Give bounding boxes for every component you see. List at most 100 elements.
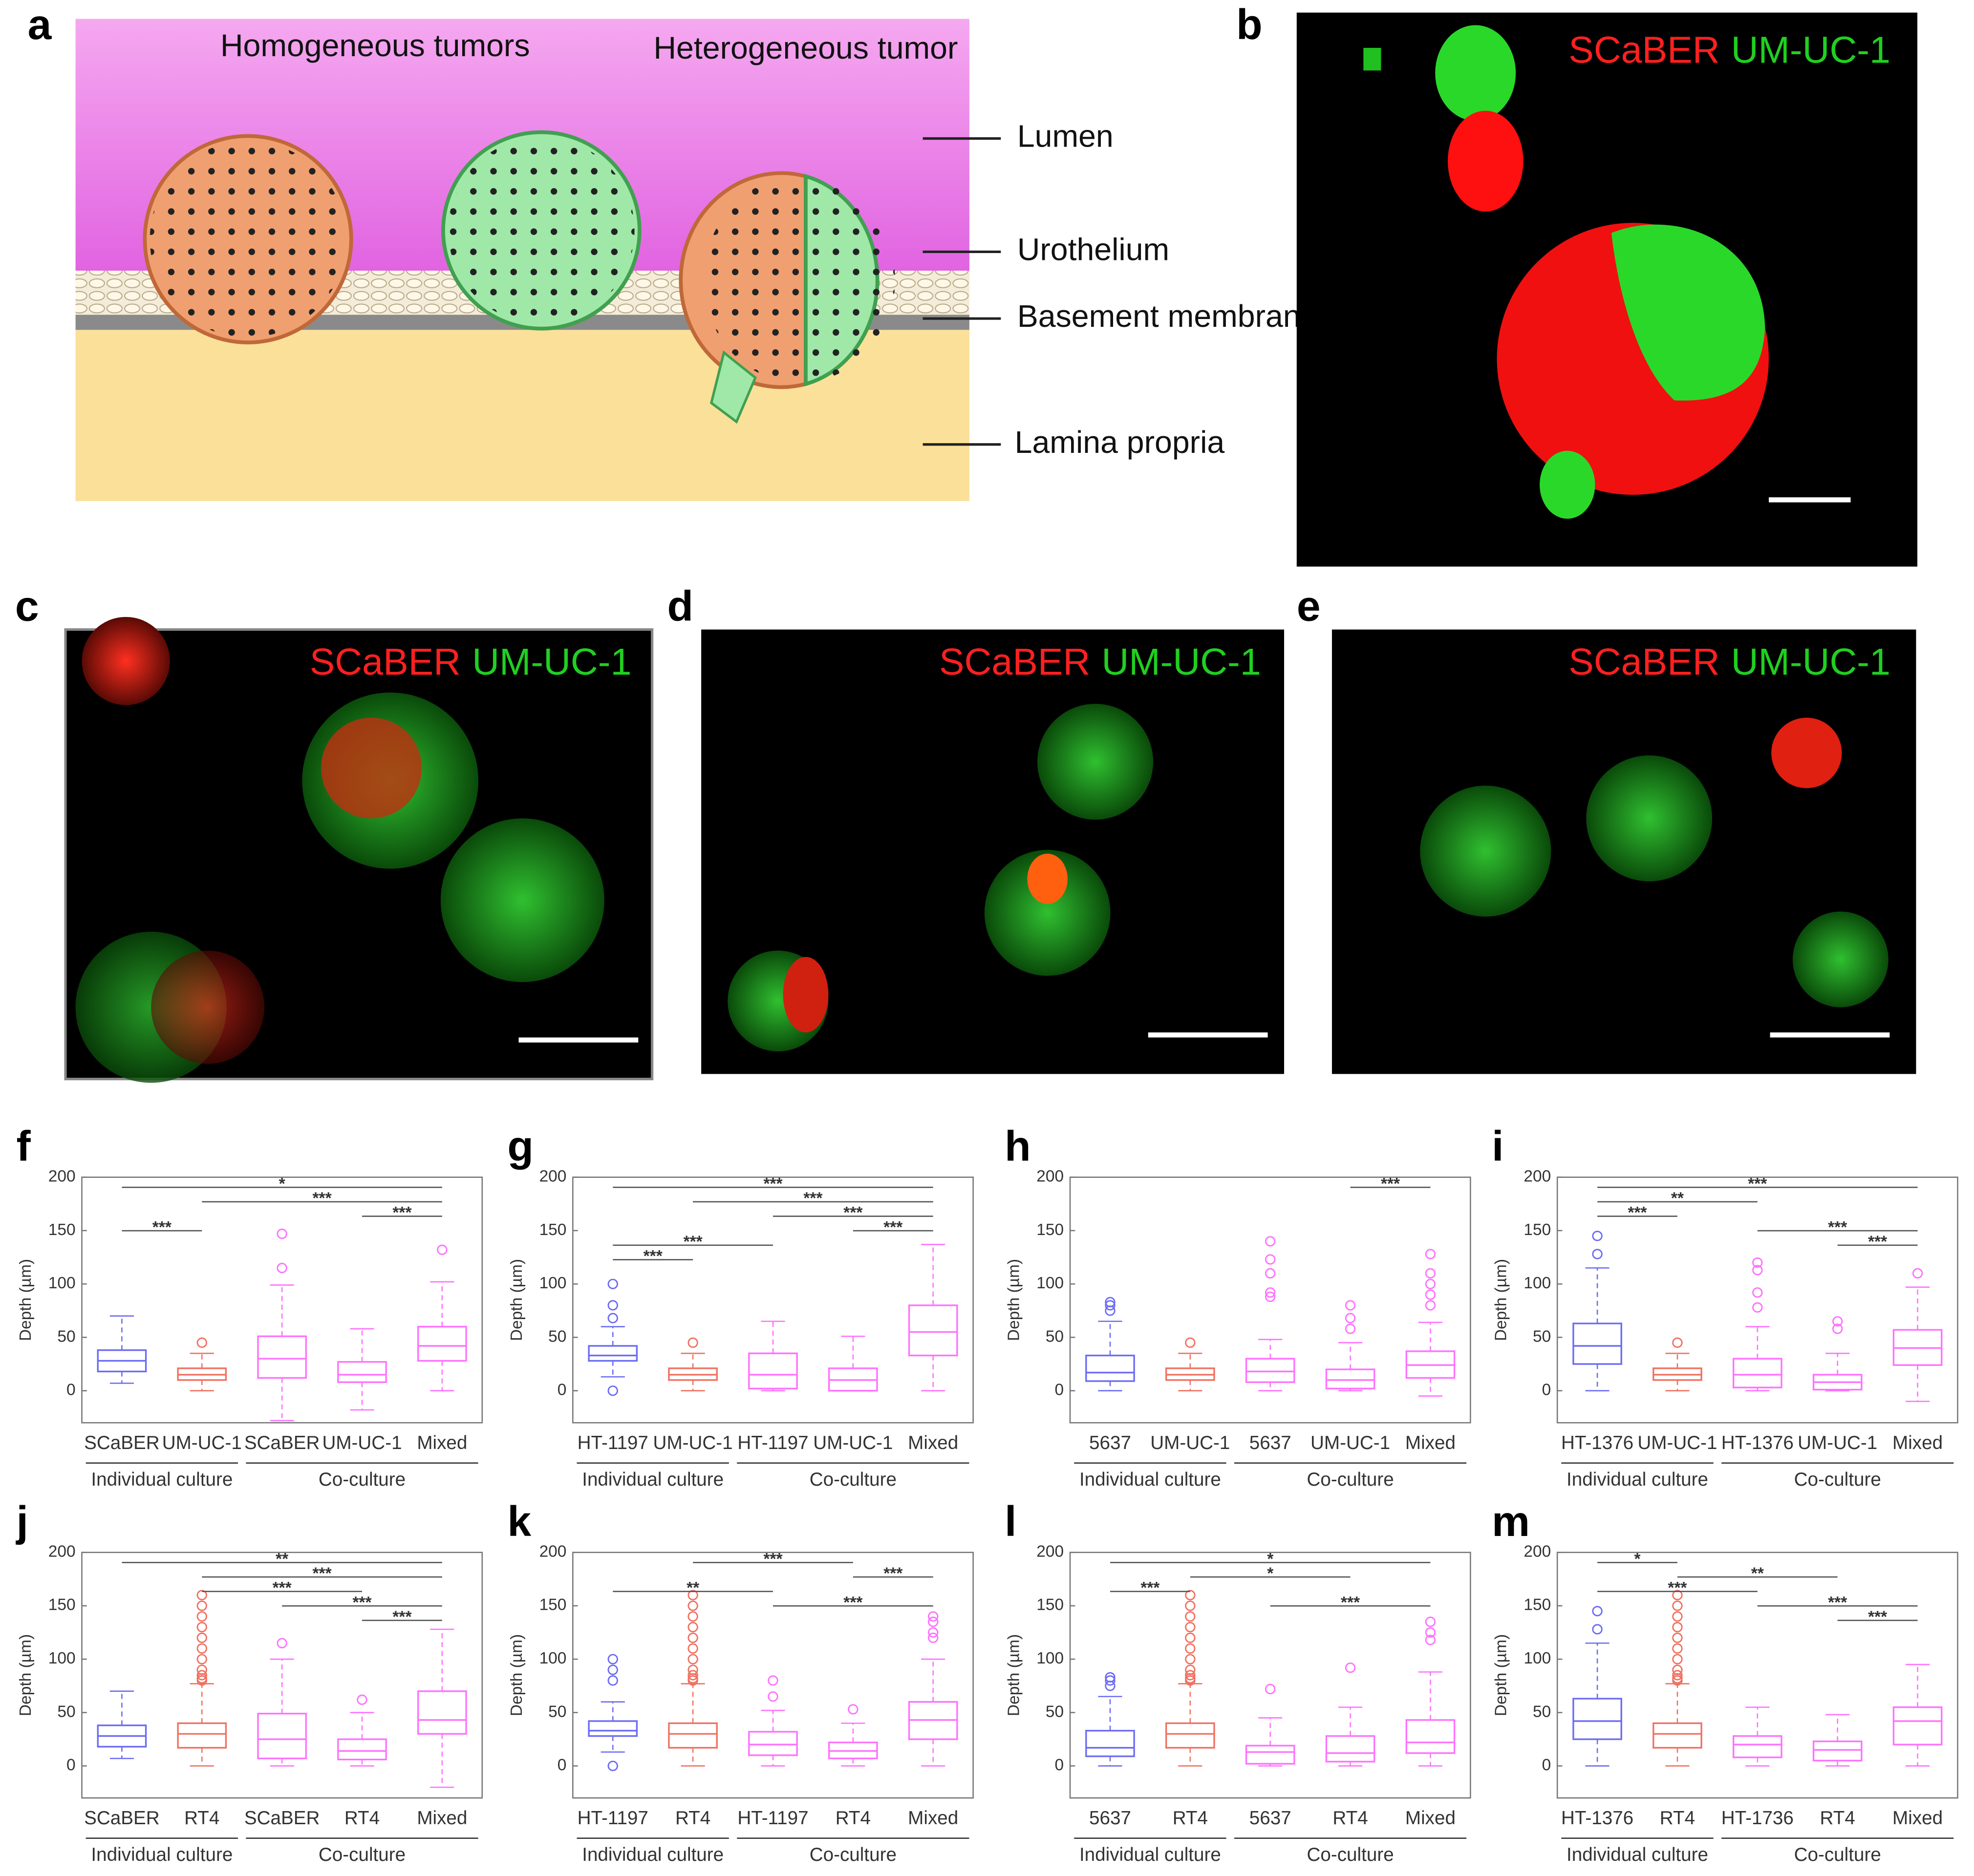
significance-label: ***	[1868, 1233, 1887, 1251]
outlier	[1592, 1231, 1603, 1241]
significance-label: ***	[392, 1204, 411, 1222]
legend-red: SCaBER	[939, 641, 1090, 683]
box	[1812, 1740, 1863, 1762]
x-tick-label: SCaBER	[84, 1808, 160, 1829]
y-tick-label: 200	[539, 1168, 567, 1186]
group-label: Co-culture	[810, 1844, 897, 1865]
significance-label: *	[279, 1175, 285, 1193]
outlier	[1425, 1268, 1436, 1279]
y-tick-label: 50	[57, 1703, 75, 1721]
x-tick-label: Mixed	[1892, 1808, 1943, 1829]
box	[1245, 1745, 1295, 1765]
scale-bar	[1148, 1032, 1268, 1038]
outlier	[357, 1694, 367, 1705]
group-label: Individual culture	[1079, 1844, 1221, 1865]
outlier	[928, 1627, 939, 1638]
significance-label: ***	[1828, 1218, 1847, 1236]
legend-green: UM-UC-1	[1101, 641, 1261, 683]
x-tick-label: UM-UC-1	[1150, 1432, 1230, 1453]
y-tick-label: 0	[558, 1381, 567, 1399]
box	[908, 1304, 958, 1357]
outlier	[1672, 1600, 1683, 1611]
box	[1325, 1735, 1375, 1763]
plot-frame	[1556, 1176, 1958, 1424]
outlier	[1425, 1289, 1436, 1300]
blob	[1420, 786, 1551, 917]
panel-label: h	[1005, 1122, 1031, 1170]
x-tick-label: Mixed	[417, 1808, 467, 1829]
legend-red: SCaBER	[310, 641, 461, 683]
y-tick-label: 150	[1523, 1221, 1551, 1239]
outlier	[607, 1664, 618, 1675]
outlier	[1592, 1249, 1603, 1259]
significance-label: ***	[1868, 1608, 1887, 1626]
outlier	[1752, 1302, 1763, 1313]
image: e SCaBER UM-UC-1	[1297, 582, 1916, 1074]
outlier	[277, 1638, 287, 1649]
x-tick-label: 5637	[1249, 1808, 1291, 1829]
blob	[321, 717, 422, 819]
box	[337, 1361, 387, 1383]
diagram-title: Heterogeneous tumor	[654, 30, 958, 65]
outlier	[848, 1704, 858, 1715]
group-label: Co-culture	[1794, 1469, 1881, 1490]
outlier	[196, 1632, 207, 1643]
outlier	[1265, 1287, 1276, 1298]
x-tick-label: Mixed	[1405, 1808, 1456, 1829]
x-tick-label: RT4	[184, 1808, 219, 1829]
y-tick-label: 100	[1523, 1649, 1551, 1667]
blob	[1363, 47, 1381, 71]
outlier	[1185, 1621, 1196, 1633]
box	[748, 1731, 798, 1756]
outlier	[1672, 1664, 1683, 1675]
panel-label: b	[1236, 0, 1263, 48]
y-axis-label: Depth (µm)	[1492, 1259, 1510, 1341]
y-tick-label: 100	[48, 1274, 76, 1292]
panel-label: k	[507, 1497, 531, 1545]
outlier	[1425, 1635, 1436, 1645]
blob	[82, 617, 170, 705]
y-tick-label: 0	[558, 1756, 567, 1774]
outlier	[1425, 1616, 1436, 1627]
significance-label: **	[1671, 1190, 1684, 1208]
x-tick-label: HT-1197	[578, 1808, 648, 1829]
group-label: Individual culture	[582, 1844, 724, 1865]
nuclei	[448, 137, 635, 324]
outlier	[1592, 1624, 1603, 1635]
outlier	[1425, 1627, 1436, 1638]
outlier	[928, 1632, 939, 1643]
significance-label: ***	[1628, 1204, 1647, 1222]
outlier	[1672, 1654, 1683, 1664]
outlier	[607, 1675, 618, 1686]
significance-label: ***	[763, 1550, 782, 1568]
outlier	[1105, 1672, 1116, 1683]
outlier	[1185, 1664, 1196, 1675]
outlier	[1185, 1590, 1196, 1600]
box	[1572, 1322, 1622, 1365]
plot-frame	[1069, 1176, 1471, 1424]
significance-label: ***	[883, 1218, 902, 1236]
x-tick-label: Mixed	[1405, 1432, 1456, 1453]
y-axis-label: Depth (µm)	[1005, 1634, 1023, 1716]
y-tick-label: 50	[1533, 1703, 1551, 1721]
outlier	[1672, 1337, 1683, 1348]
outlier	[1185, 1670, 1196, 1681]
y-tick-label: 0	[1542, 1381, 1551, 1399]
y-axis-label: Depth (µm)	[508, 1259, 526, 1341]
outlier	[607, 1279, 618, 1289]
nuclei	[150, 141, 346, 338]
x-tick-label: SCaBER	[84, 1432, 160, 1453]
x-tick-label: UM-UC-1	[322, 1432, 402, 1453]
box	[1652, 1722, 1702, 1749]
panel-label: a	[28, 0, 52, 48]
image: d SCaBER UM-UC-1	[667, 582, 1285, 1074]
outlier	[1185, 1337, 1196, 1348]
group-label: Co-culture	[1307, 1469, 1394, 1490]
outlier	[1752, 1257, 1763, 1268]
outlier	[1672, 1611, 1683, 1622]
x-tick-label: 5637	[1089, 1808, 1131, 1829]
significance-label: ***	[843, 1594, 862, 1612]
y-tick-label: 200	[1523, 1543, 1551, 1561]
